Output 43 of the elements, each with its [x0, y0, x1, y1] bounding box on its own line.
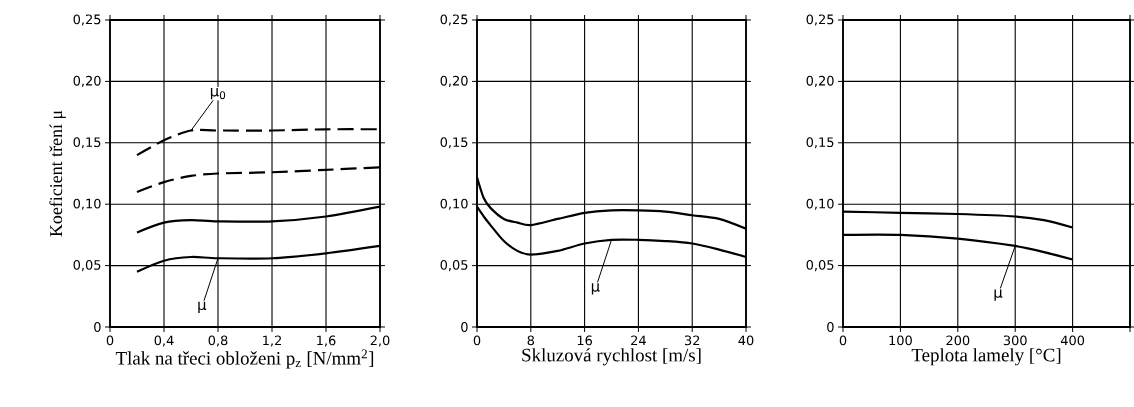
- x-tick-label: 100: [889, 335, 912, 346]
- y-tick-label: 0,15: [440, 137, 468, 149]
- annotation: μ: [198, 301, 207, 313]
- y-tick-label: 0,25: [440, 14, 468, 26]
- y-axis-title: Koeficient tření μ: [49, 110, 66, 237]
- y-tick-label: 0,20: [440, 75, 468, 87]
- y-tick-label: 0,05: [73, 260, 101, 272]
- x-tick-label: 40: [738, 335, 754, 346]
- annotation: μ: [994, 289, 1003, 301]
- x-tick-label: 0: [106, 335, 114, 346]
- x-axis-title: Teplota lamely [°C]: [911, 348, 1061, 366]
- x-tick-label: 200: [946, 335, 970, 346]
- y-tick-label: 0,15: [73, 137, 101, 149]
- y-tick-label: 0,20: [806, 75, 834, 87]
- x-tick-label: 0: [839, 335, 847, 346]
- x-tick-label: 400: [1060, 335, 1085, 346]
- annotation: μ$_{0}$: [210, 88, 226, 100]
- y-tick-label: 0,25: [73, 14, 101, 26]
- y-tick-label: 0,20: [73, 75, 101, 87]
- y-tick-label: 0,25: [806, 14, 834, 26]
- x-tick-label: 0: [473, 335, 481, 346]
- y-tick-label: 0,05: [806, 260, 834, 272]
- x-axis-title: Tlak na třeci obloženi p$_{z}$ [N/mm$^{2}$]: [115, 349, 374, 369]
- x-tick-label: 16: [577, 335, 593, 346]
- x-tick-label: 1,6: [317, 335, 336, 347]
- x-tick-label: 24: [631, 335, 646, 346]
- y-tick-label: 0,05: [440, 260, 468, 272]
- x-axis-title: Skluzová rychlost [m/s]: [522, 348, 701, 366]
- annotation: μ: [591, 283, 600, 295]
- x-tick-label: 8: [527, 335, 535, 346]
- x-tick-label: 2,0: [370, 335, 390, 347]
- x-tick-label: 32: [684, 335, 700, 346]
- y-tick-label: 0,15: [806, 137, 834, 149]
- y-tick-label: 0,10: [440, 198, 468, 210]
- x-tick-label: 0,8: [208, 335, 228, 347]
- y-tick-label: 0: [461, 322, 468, 332]
- x-tick-label: 0,4: [154, 335, 174, 347]
- y-tick-label: 0,10: [73, 198, 101, 210]
- y-tick-label: 0: [827, 322, 834, 332]
- x-tick-label: 1,2: [263, 335, 281, 347]
- y-tick-label: 0,10: [806, 198, 834, 210]
- x-tick-label: 300: [1003, 335, 1027, 346]
- y-tick-label: 0: [94, 322, 101, 332]
